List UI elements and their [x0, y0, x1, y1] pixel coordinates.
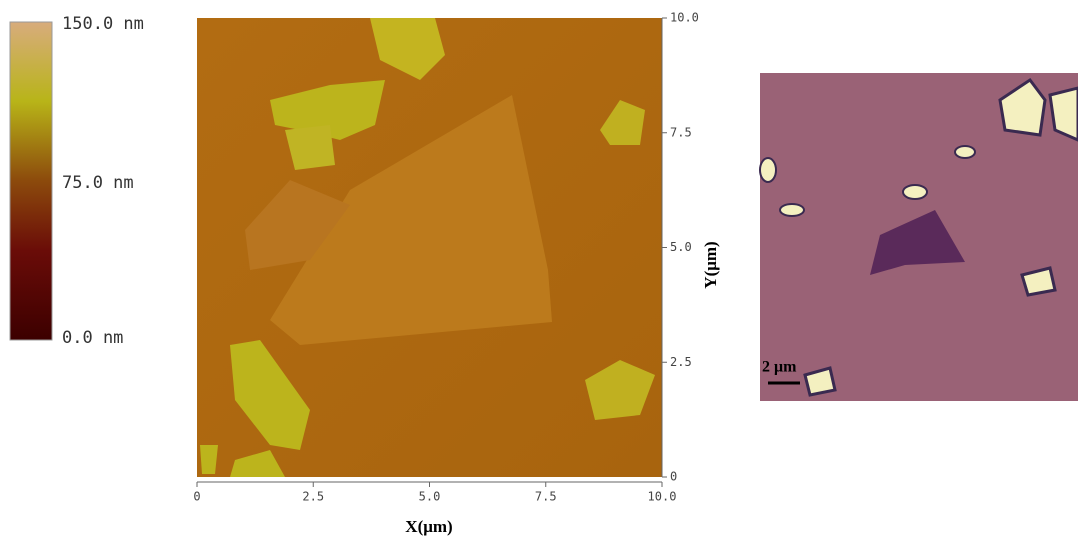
afm-image: X(μm) Y(μm): [197, 18, 720, 536]
scale-label: 2 μm: [762, 359, 797, 376]
y-axis-label: Y(μm): [701, 241, 720, 288]
flake: [760, 158, 776, 182]
x-tick-label: 10.0: [648, 490, 677, 504]
y-tick-label: 5.0: [670, 240, 692, 254]
x-tick-label: 2.5: [302, 490, 324, 504]
optical-image: 2 μm: [760, 73, 1078, 401]
y-tick-label: 7.5: [670, 125, 692, 139]
flake: [955, 146, 975, 158]
colorbar-label: 150.0 nm: [62, 14, 144, 34]
flake: [780, 204, 804, 216]
colorbar-gradient: [10, 22, 52, 340]
colorbar: 150.0 nm 75.0 nm 0.0 nm: [10, 14, 144, 348]
x-axis-label: X(μm): [405, 517, 452, 536]
colorbar-label: 0.0 nm: [62, 328, 123, 348]
colorbar-label: 75.0 nm: [62, 173, 134, 193]
figure: 150.0 nm 75.0 nm 0.0 nm X(μm) Y(μm) 2 μm…: [0, 0, 1078, 541]
flake: [903, 185, 927, 199]
y-tick-label: 0: [670, 470, 677, 484]
y-tick-label: 10.0: [670, 11, 699, 25]
x-tick-label: 5.0: [419, 490, 441, 504]
flake: [200, 445, 218, 474]
y-tick-label: 2.5: [670, 355, 692, 369]
x-tick-label: 7.5: [535, 490, 557, 504]
x-tick-label: 0: [193, 490, 200, 504]
